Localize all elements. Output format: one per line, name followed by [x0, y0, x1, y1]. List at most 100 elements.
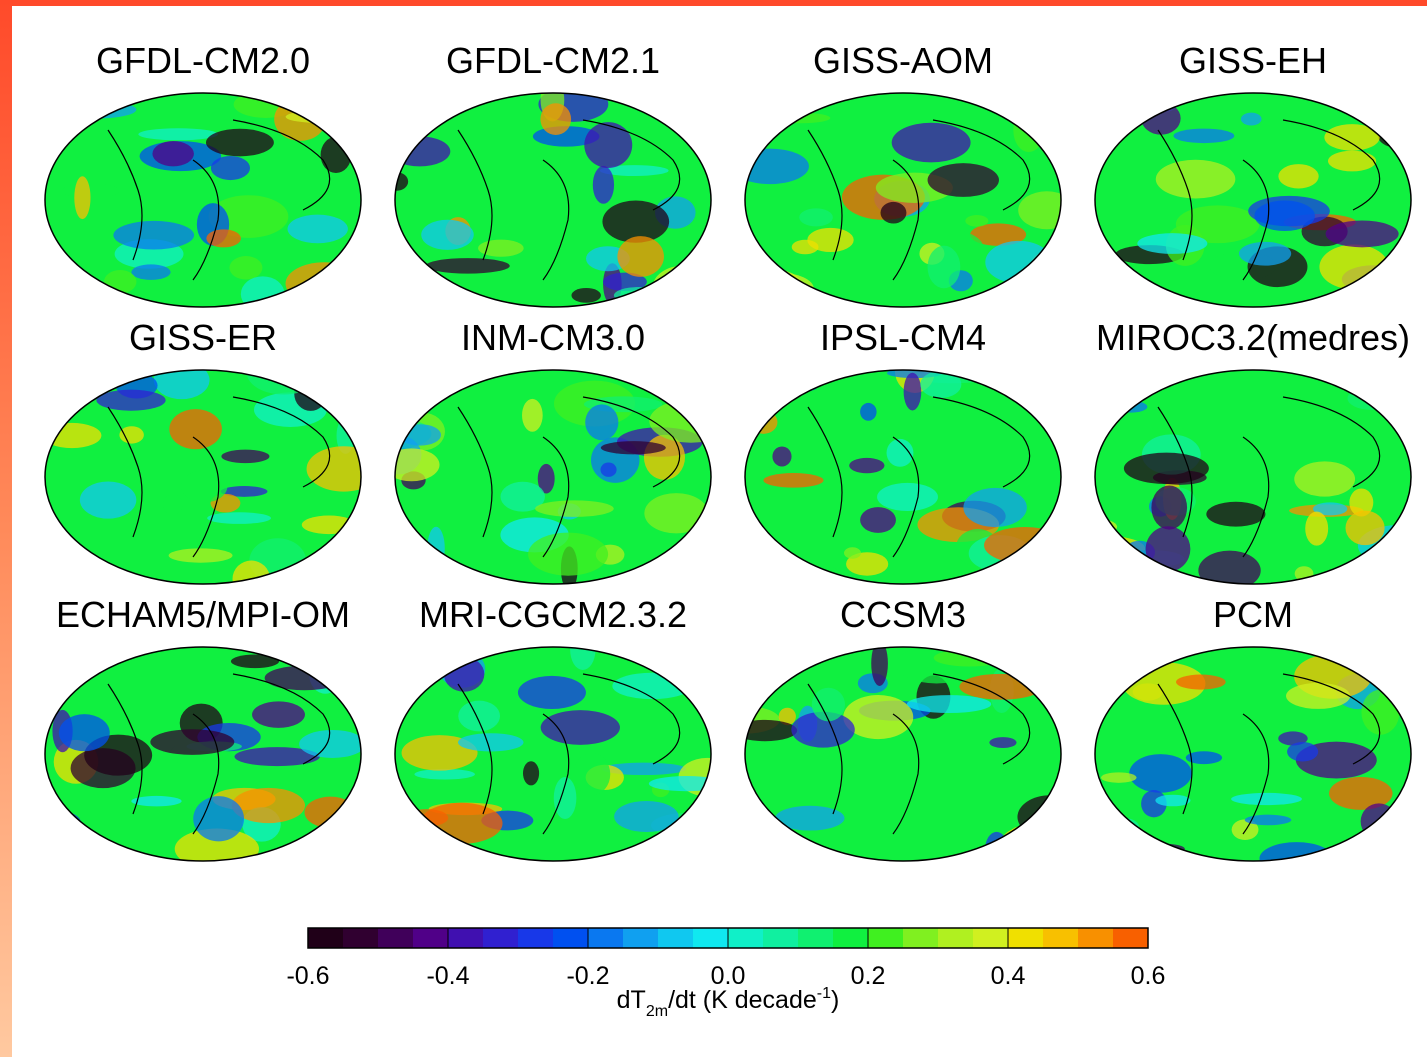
- field-blob: [1002, 289, 1038, 307]
- field-blob: [745, 115, 768, 127]
- field-blob: [799, 208, 833, 227]
- field-blob: [1185, 751, 1223, 765]
- colorbar-swatch: [413, 928, 449, 948]
- field-blob: [234, 747, 320, 767]
- top-border: [0, 0, 1427, 6]
- field-blob: [264, 665, 345, 691]
- colorbar-tick-label: -0.6: [286, 962, 329, 990]
- panel-title: CCSM3: [840, 594, 966, 635]
- map-grid: GFDL-CM2.0 GFDL-CM2.1 GISS-AOM GISS-EH GISS-…: [44, 40, 1412, 862]
- panel-title: PCM: [1213, 594, 1293, 635]
- coastline: [457, 396, 681, 558]
- field-blob: [425, 258, 510, 274]
- field-blob: [181, 470, 228, 503]
- map-outline: [44, 369, 362, 585]
- field-blob: [752, 269, 804, 307]
- field-blob: [1095, 535, 1146, 562]
- map-outline: [394, 646, 712, 862]
- field-blob: [1101, 772, 1137, 783]
- field-blob: [673, 284, 711, 307]
- field-blob: [96, 389, 166, 411]
- field-blob: [799, 370, 818, 389]
- field-blob: [1017, 795, 1061, 839]
- field-blob: [299, 729, 361, 758]
- coastline: [1157, 119, 1381, 281]
- field-blob: [395, 136, 451, 167]
- field-blob: [811, 687, 845, 722]
- colorbar-swatch: [1008, 928, 1044, 948]
- panel-title: GISS-EH: [1179, 40, 1327, 81]
- field-blob: [457, 733, 524, 752]
- field-blob: [1349, 488, 1374, 517]
- field-blob: [1137, 233, 1208, 254]
- field-blob: [528, 532, 609, 576]
- field-blob: [1287, 742, 1319, 762]
- colorbar-swatch: [378, 928, 414, 948]
- field-blob: [522, 761, 540, 786]
- field-blob: [763, 473, 824, 488]
- field-blob: [648, 776, 711, 792]
- label-superscript: -1: [817, 985, 831, 1002]
- label-part: /dt (K decade: [668, 986, 817, 1014]
- field-blob: [421, 219, 474, 250]
- colorbar-swatch: [448, 928, 484, 948]
- field-blob: [45, 422, 102, 449]
- panel-title: IPSL-CM4: [820, 317, 986, 358]
- field-blob: [168, 548, 233, 563]
- field-blob: [886, 438, 914, 467]
- map: [45, 647, 361, 861]
- colorbar-tick-label: 0.2: [851, 962, 886, 990]
- colorbar-tick-label: -0.2: [566, 962, 609, 990]
- field-blob: [849, 457, 885, 474]
- field-blob: [1046, 404, 1061, 423]
- field-blob: [1173, 128, 1235, 144]
- field-blob: [1000, 828, 1040, 861]
- field-blob: [764, 562, 843, 584]
- map: [745, 647, 1061, 861]
- field-blob: [600, 462, 617, 477]
- colorbar-swatch: [553, 928, 589, 948]
- field-blob: [540, 103, 572, 135]
- panel-title: MRI-CGCM2.3.2: [419, 594, 687, 635]
- field-blob: [614, 800, 679, 833]
- colorbar-swatch: [938, 928, 974, 948]
- field-blob: [1360, 803, 1398, 840]
- map-outline: [44, 92, 362, 308]
- coastline: [107, 119, 331, 281]
- panel-title: GISS-ER: [129, 317, 277, 358]
- field-blob: [963, 487, 1027, 528]
- field-blob: [807, 227, 854, 253]
- field-blob: [138, 128, 218, 141]
- field-blob: [229, 256, 263, 280]
- field-blob: [1035, 672, 1061, 704]
- field-blob: [745, 719, 798, 742]
- field-blob: [162, 494, 183, 515]
- field-blob: [860, 402, 877, 421]
- field-blob: [50, 100, 137, 119]
- map: [1095, 370, 1411, 584]
- colorbar-label: dT2m/dt (K decade-1): [617, 985, 840, 1020]
- field-blob: [1206, 501, 1266, 527]
- field-blob: [1151, 485, 1188, 530]
- field-blob: [592, 165, 615, 204]
- field-blob: [231, 787, 306, 824]
- field-blob: [791, 239, 819, 255]
- field-blob: [115, 93, 149, 102]
- colorbar-tick-label: 0.4: [991, 962, 1026, 990]
- field-blob: [296, 93, 361, 106]
- field-blob: [540, 710, 620, 745]
- field-blob: [1102, 817, 1140, 838]
- field-blob: [535, 500, 614, 517]
- field-blob: [617, 236, 664, 277]
- colorbar-swatch: [1043, 928, 1079, 948]
- side-border: [0, 0, 12, 1057]
- field-blob: [749, 410, 778, 434]
- field-blob: [517, 675, 586, 710]
- field-blob: [131, 264, 171, 280]
- field-blob: [1325, 220, 1399, 248]
- colorbar-swatch: [343, 928, 379, 948]
- field-blob: [304, 796, 357, 828]
- field-blob: [119, 426, 144, 444]
- field-blob: [745, 148, 809, 185]
